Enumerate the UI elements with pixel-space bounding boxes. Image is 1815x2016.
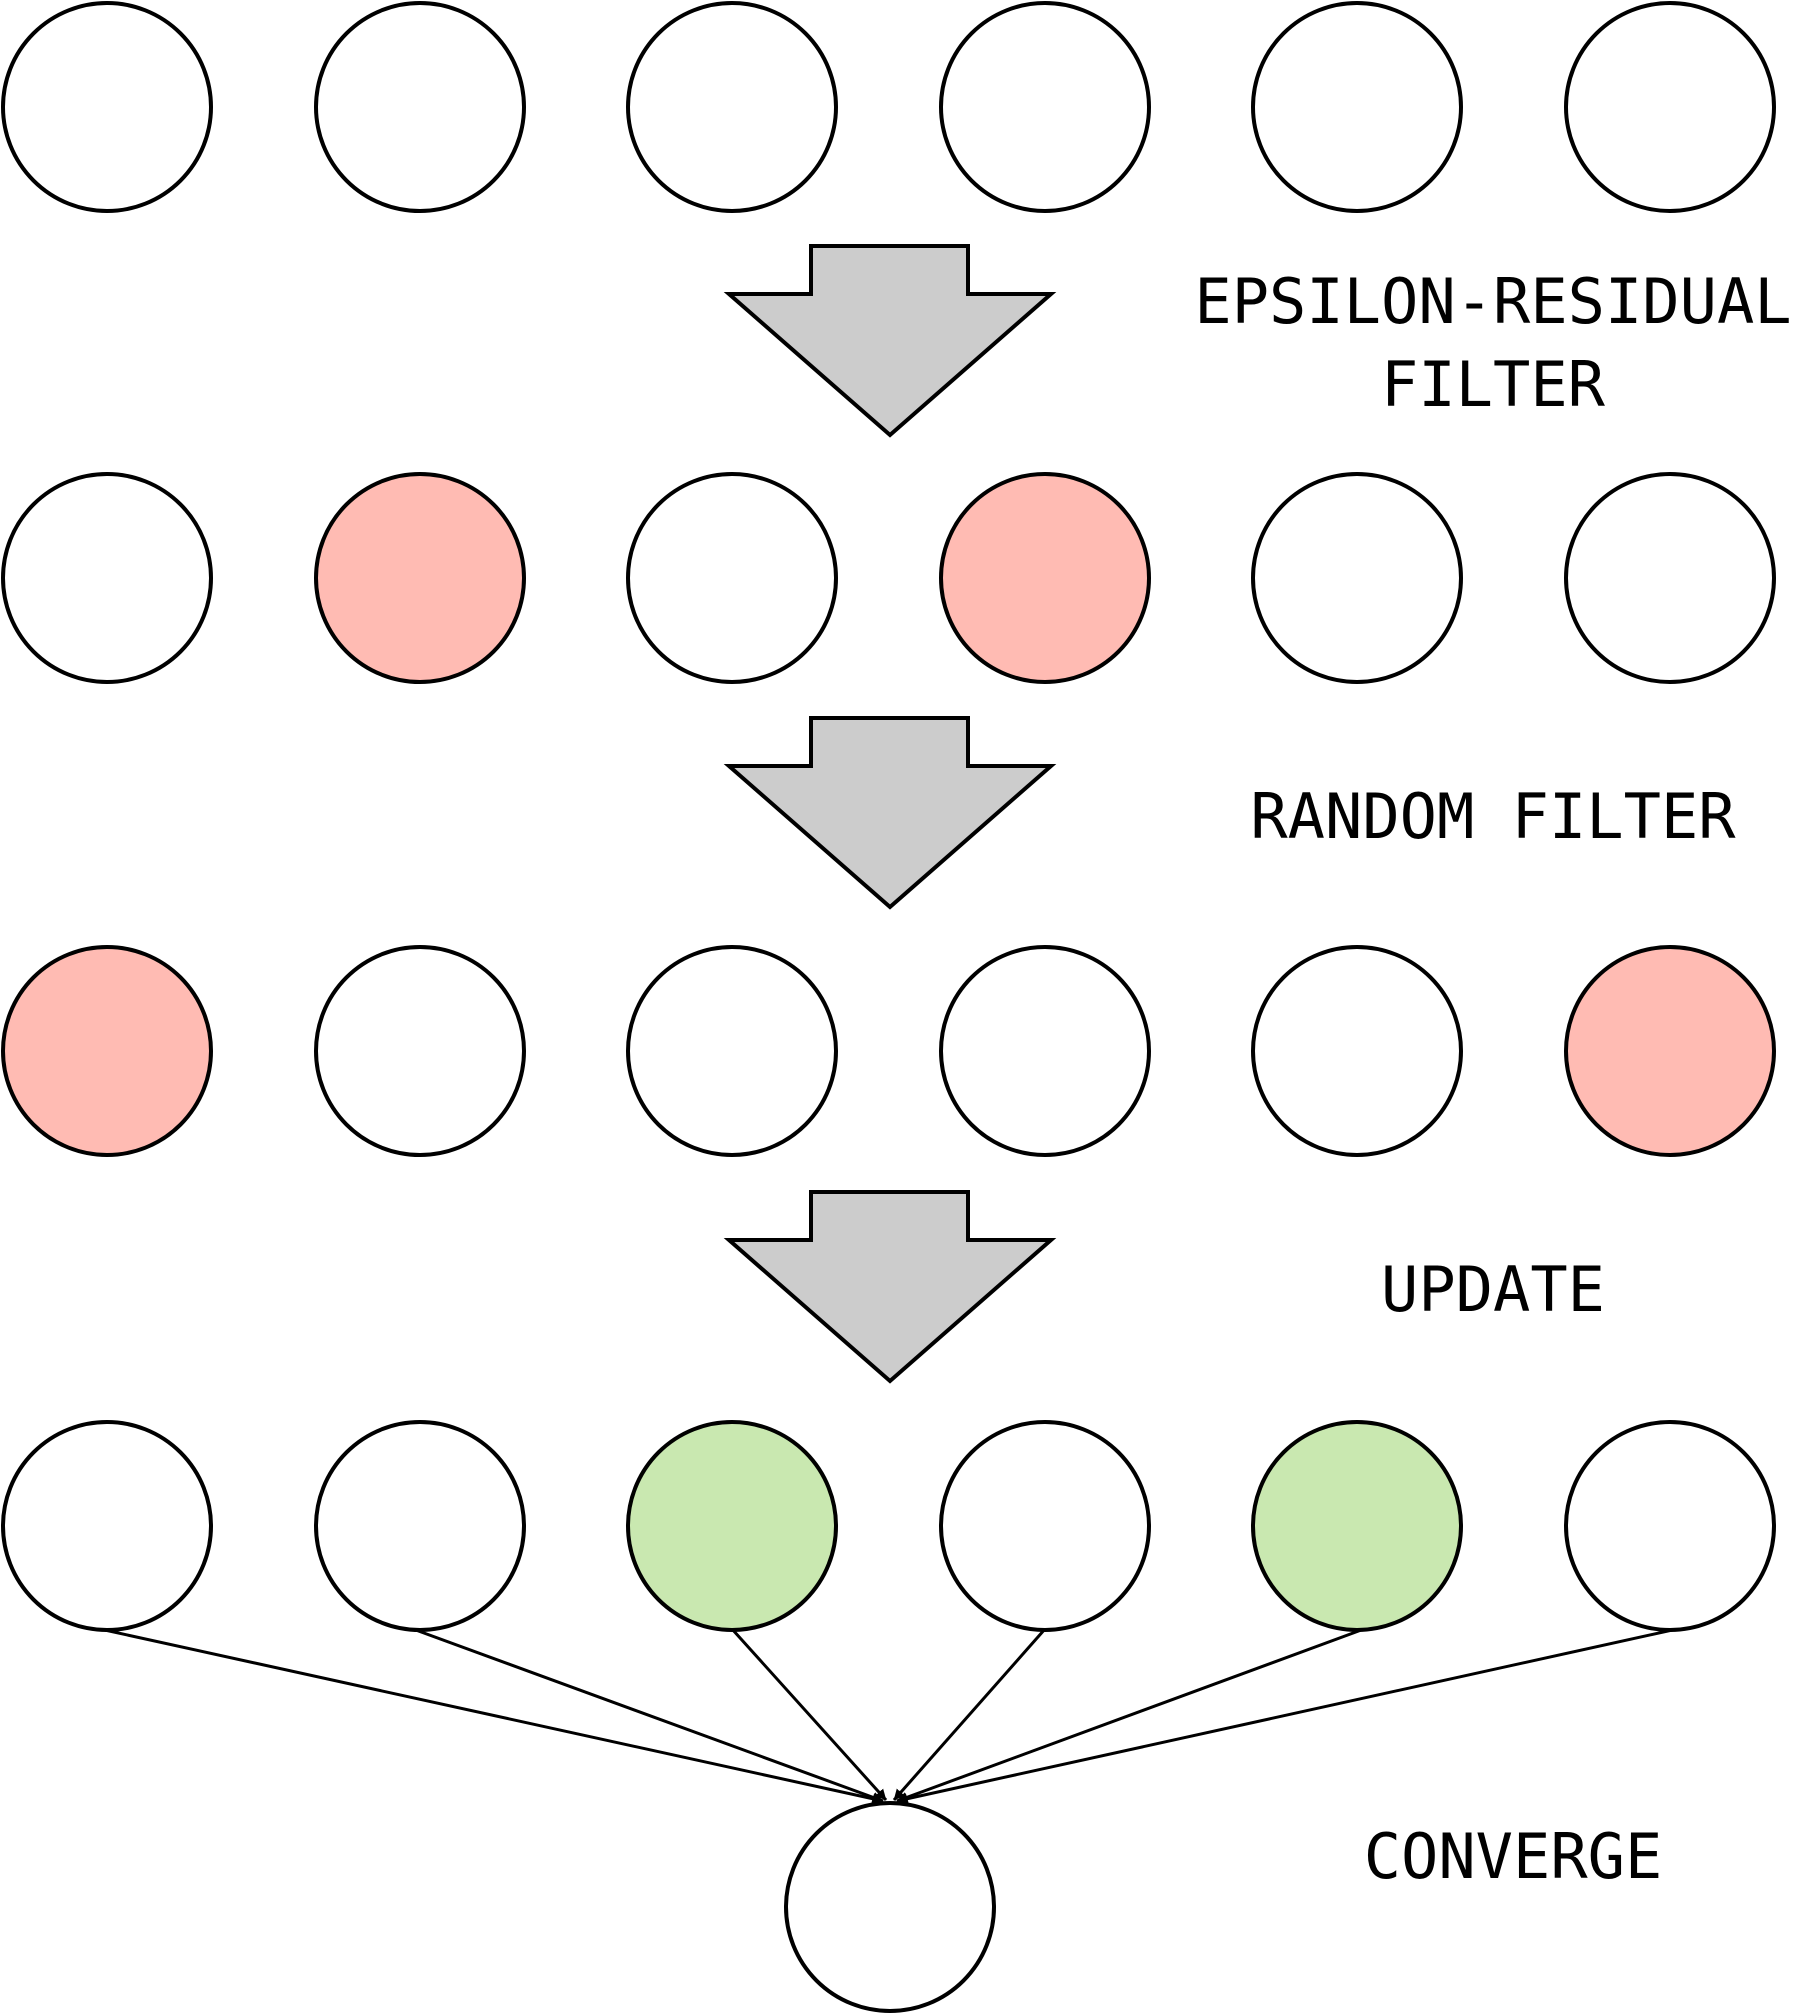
node-rows [1,1,1776,1632]
converged-node [784,1801,996,2013]
convergence-edge-6 [896,1627,1678,1805]
node-default [626,472,838,684]
node-default [1564,1420,1776,1632]
node-filtered [939,472,1151,684]
node-default [1564,472,1776,684]
label-random-filter: RANDOM FILTER [1250,780,1736,853]
node-default [1,1420,213,1632]
node-updated [1251,1420,1463,1632]
node-default [1,1,213,213]
stage-arrows [723,244,1057,1384]
node-filtered [1,945,213,1157]
node-default [1251,1,1463,213]
stage-labels: EPSILON-RESIDUAL FILTER RANDOM FILTER UP… [1194,265,1791,1893]
convergence-edge-2 [412,1627,884,1803]
label-converge: CONVERGE [1364,1820,1663,1893]
label-update: UPDATE [1381,1253,1605,1326]
convergence-edges [99,1627,1678,1805]
node-default [314,945,526,1157]
node-filtered [314,472,526,684]
node-default [1,472,213,684]
stage-arrow-3 [723,1190,1057,1384]
node-default [939,1420,1151,1632]
node-default [939,945,1151,1157]
convergence-edge-3 [730,1627,888,1802]
node-default [1251,472,1463,684]
node-row-1 [1,1,1776,213]
convergence-edge-4 [892,1628,1047,1801]
node-default [626,1,838,213]
node-row-2 [1,472,1776,684]
convergence-edge-5 [896,1627,1365,1803]
node-updated [626,1420,838,1632]
node-default [939,1,1151,213]
node-default [314,1420,526,1632]
node-default [314,1,526,213]
node-filtered [1564,945,1776,1157]
node-default [1251,945,1463,1157]
convergence-edge-1 [99,1627,884,1805]
stage-arrow-1 [723,244,1057,438]
node-default [1564,1,1776,213]
node-row-3 [1,945,1776,1157]
stage-arrow-2 [723,716,1057,910]
label-epsilon-residual: EPSILON-RESIDUAL [1194,265,1791,338]
node-row-4 [1,1420,1776,1632]
label-filter: FILTER [1381,348,1606,421]
node-default [626,945,838,1157]
converged-node-group [784,1801,996,2013]
